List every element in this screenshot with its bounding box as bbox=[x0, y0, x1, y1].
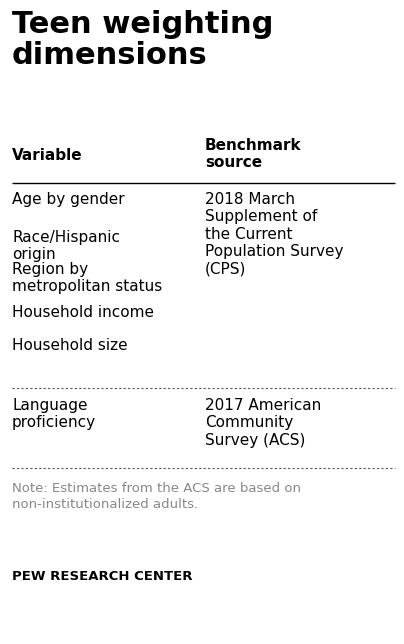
Text: Note: Estimates from the ACS are based on
non-institutionalized adults.: Note: Estimates from the ACS are based o… bbox=[12, 482, 301, 511]
Text: Household size: Household size bbox=[12, 338, 128, 353]
Text: PEW RESEARCH CENTER: PEW RESEARCH CENTER bbox=[12, 570, 192, 583]
Text: Age by gender: Age by gender bbox=[12, 192, 124, 207]
Text: 2017 American
Community
Survey (ACS): 2017 American Community Survey (ACS) bbox=[205, 398, 321, 448]
Text: Race/Hispanic
origin: Race/Hispanic origin bbox=[12, 230, 120, 262]
Text: Teen weighting
dimensions: Teen weighting dimensions bbox=[12, 10, 274, 70]
Text: Benchmark
source: Benchmark source bbox=[205, 138, 302, 170]
Text: Variable: Variable bbox=[12, 148, 83, 163]
Text: Household income: Household income bbox=[12, 305, 154, 320]
Text: Language
proficiency: Language proficiency bbox=[12, 398, 96, 430]
Text: 2018 March
Supplement of
the Current
Population Survey
(CPS): 2018 March Supplement of the Current Pop… bbox=[205, 192, 343, 277]
Text: Region by
metropolitan status: Region by metropolitan status bbox=[12, 262, 162, 294]
